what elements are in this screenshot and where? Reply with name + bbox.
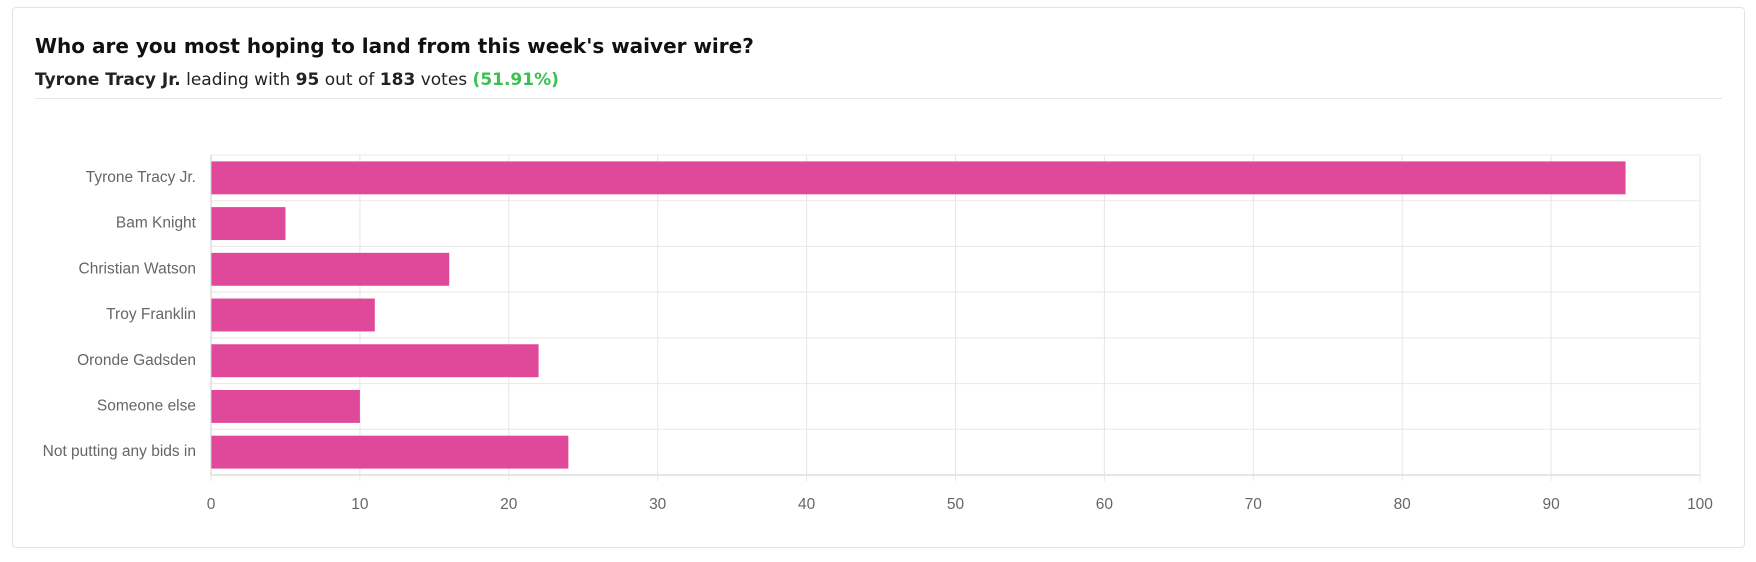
- leader-votes: 95: [295, 70, 320, 90]
- summary-text: out of: [324, 70, 375, 90]
- poll-title: Who are you most hoping to land from thi…: [35, 34, 754, 58]
- bar: [211, 435, 569, 469]
- divider: [35, 98, 1722, 99]
- x-tick-label: 80: [1394, 496, 1412, 513]
- y-tick-label: Not putting any bids in: [43, 443, 196, 460]
- x-tick-label: 40: [798, 496, 816, 513]
- x-tick-label: 50: [947, 496, 965, 513]
- leader-name: Tyrone Tracy Jr.: [35, 70, 181, 90]
- x-tick-label: 20: [500, 496, 518, 513]
- bar: [211, 252, 450, 286]
- bar: [211, 207, 286, 241]
- card: Who are you most hoping to land from thi…: [12, 7, 1745, 548]
- bar: [211, 298, 375, 332]
- summary-text: votes: [420, 70, 468, 90]
- poll-summary: Tyrone Tracy Jr. leading with 95 out of …: [35, 70, 559, 90]
- x-tick-label: 60: [1096, 496, 1114, 513]
- x-tick-label: 100: [1687, 496, 1713, 513]
- total-votes: 183: [379, 70, 416, 90]
- x-tick-label: 90: [1542, 496, 1560, 513]
- y-tick-label: Christian Watson: [79, 260, 196, 277]
- x-tick-label: 30: [649, 496, 667, 513]
- y-tick-label: Troy Franklin: [106, 306, 196, 323]
- y-tick-label: Bam Knight: [116, 215, 197, 232]
- bar: [211, 161, 1626, 195]
- y-tick-label: Tyrone Tracy Jr.: [86, 169, 196, 186]
- bar: [211, 344, 539, 378]
- y-tick-label: Oronde Gadsden: [77, 352, 196, 369]
- x-tick-label: 70: [1245, 496, 1263, 513]
- bar: [211, 389, 360, 423]
- x-tick-label: 0: [207, 496, 216, 513]
- leader-share: (51.91%): [472, 70, 559, 90]
- summary-text: leading with: [186, 70, 291, 90]
- x-tick-label: 10: [351, 496, 369, 513]
- y-tick-label: Someone else: [97, 398, 196, 415]
